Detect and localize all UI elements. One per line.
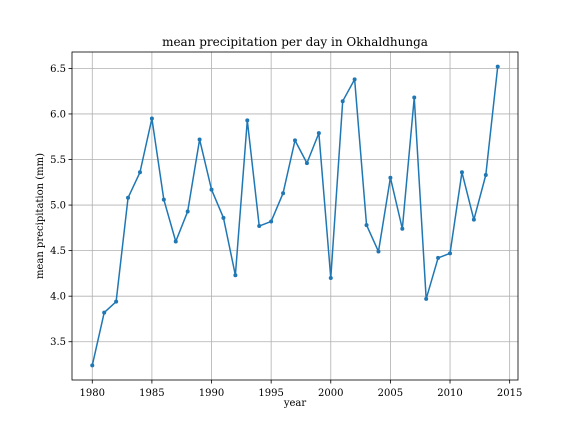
- y-tick-label: 4.0: [50, 292, 66, 303]
- data-point-1980: [90, 363, 94, 367]
- data-point-1986: [162, 198, 166, 202]
- data-point-2012: [472, 218, 476, 222]
- y-tick-label: 6.5: [50, 64, 66, 75]
- data-point-2000: [329, 276, 333, 280]
- data-point-1983: [126, 196, 130, 200]
- x-tick-label: 1980: [80, 388, 105, 399]
- data-point-2007: [412, 96, 416, 100]
- data-point-2013: [484, 173, 488, 177]
- x-tick-label: 2010: [437, 388, 462, 399]
- plot-area-background: [72, 52, 518, 380]
- y-tick-label: 5.5: [50, 155, 66, 166]
- data-point-1992: [233, 273, 237, 277]
- x-axis-title: year: [283, 398, 307, 409]
- chart-title: mean precipitation per day in Okhaldhung…: [162, 35, 428, 49]
- y-tick-label: 3.5: [50, 337, 66, 348]
- data-point-2011: [460, 170, 464, 174]
- data-point-2014: [496, 65, 500, 69]
- data-point-1990: [210, 188, 214, 192]
- data-point-2003: [365, 223, 369, 227]
- x-tick-label: 1990: [199, 388, 224, 399]
- data-point-1996: [281, 191, 285, 195]
- data-point-2001: [341, 99, 345, 103]
- data-point-2009: [436, 256, 440, 260]
- data-point-2002: [353, 77, 357, 81]
- data-point-2004: [376, 250, 380, 254]
- y-tick-label: 6.0: [50, 109, 66, 120]
- data-point-1998: [305, 161, 309, 165]
- data-point-2010: [448, 251, 452, 255]
- x-tick-label: 2000: [318, 388, 343, 399]
- data-point-2006: [400, 227, 404, 231]
- data-point-1981: [102, 311, 106, 315]
- x-tick-label: 1985: [139, 388, 164, 399]
- data-point-1994: [257, 224, 261, 228]
- data-point-1982: [114, 300, 118, 304]
- data-point-1993: [245, 118, 249, 122]
- data-point-1997: [293, 138, 297, 142]
- x-tick-label: 2015: [497, 388, 522, 399]
- data-point-1987: [174, 240, 178, 244]
- data-point-1988: [186, 209, 190, 213]
- data-point-1984: [138, 170, 142, 174]
- data-point-1999: [317, 131, 321, 135]
- data-point-1995: [269, 219, 273, 223]
- y-tick-label: 4.5: [50, 246, 66, 257]
- x-tick-label: 1995: [258, 388, 283, 399]
- data-point-1991: [221, 216, 225, 220]
- data-point-2008: [424, 297, 428, 301]
- data-point-1985: [150, 117, 154, 121]
- y-tick-label: 5.0: [50, 201, 66, 212]
- x-tick-label: 2005: [378, 388, 403, 399]
- data-point-1989: [198, 137, 202, 141]
- y-axis-title: mean precipitation (mm): [35, 153, 46, 279]
- data-point-2005: [388, 176, 392, 180]
